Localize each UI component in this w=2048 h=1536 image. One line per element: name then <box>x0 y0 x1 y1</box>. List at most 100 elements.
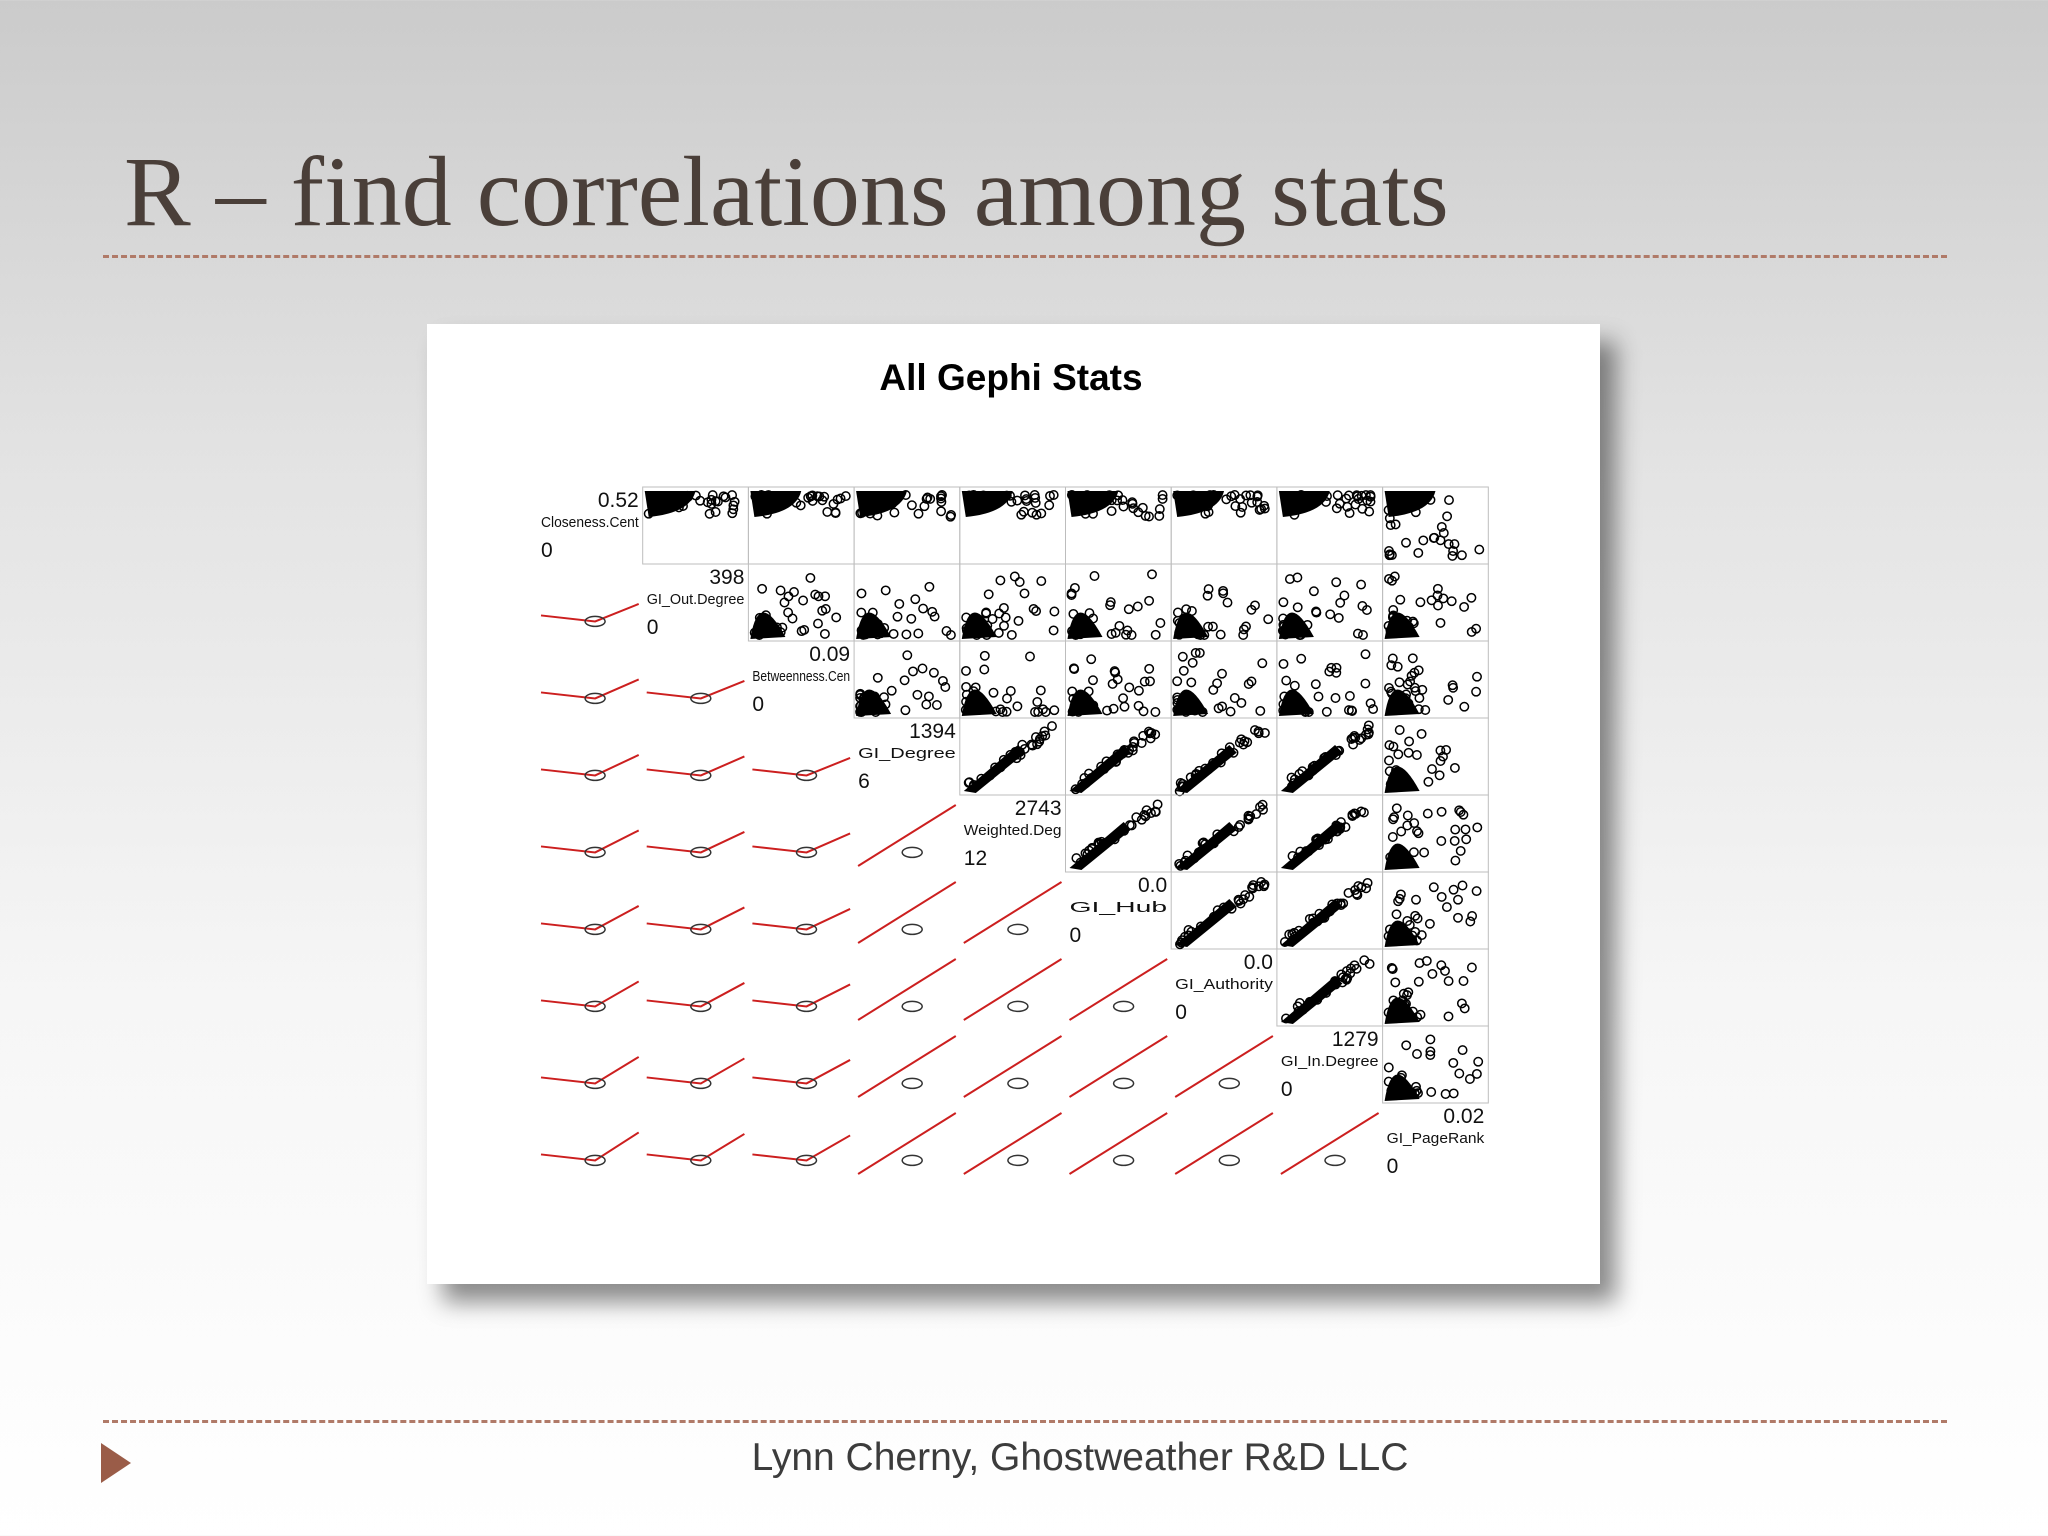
scatter-point <box>1187 657 1198 668</box>
scatter-point <box>1460 824 1471 835</box>
scatter-point <box>1021 494 1032 505</box>
scatter-point <box>1358 630 1368 640</box>
point-cluster <box>856 612 892 639</box>
scatter-point <box>1459 601 1470 612</box>
panel-7-7: 0.0 GI_Authority 0 <box>1175 951 1273 1024</box>
scatter-point <box>1088 675 1098 686</box>
point-cluster <box>1280 898 1343 947</box>
point-cluster <box>584 923 606 936</box>
scatter-point <box>902 650 913 661</box>
scatter-point <box>923 691 934 702</box>
scatter-point <box>931 700 942 710</box>
scatter-point <box>1471 886 1482 897</box>
scatter-point <box>1229 693 1240 703</box>
scatter-point <box>1351 963 1362 974</box>
scatter-point <box>929 611 940 622</box>
scatter-point <box>1384 755 1394 766</box>
fit-line <box>540 1131 640 1162</box>
scatter-point <box>1448 884 1459 895</box>
variable-max-label: 1394 <box>909 720 956 743</box>
scatter-point <box>1258 804 1268 815</box>
scatter-point <box>1417 684 1428 695</box>
scatter-point <box>1049 705 1060 716</box>
scatter-point <box>1456 550 1467 561</box>
scatter-point <box>1436 960 1447 971</box>
point-cluster <box>1384 920 1420 947</box>
footer-divider <box>103 1420 1947 1423</box>
scatter-point <box>888 628 899 639</box>
scatter-point <box>1474 544 1485 555</box>
scatter-point <box>1033 706 1044 717</box>
scatter-point <box>1194 647 1205 658</box>
scatter-point <box>961 665 971 676</box>
scatter-point <box>1362 877 1373 888</box>
scatter-point <box>1432 583 1443 594</box>
scatter-point <box>1358 807 1369 818</box>
scatter-point <box>1386 962 1397 973</box>
scatter-point <box>1413 547 1424 558</box>
panel-5-1 <box>540 829 640 859</box>
scatter-point <box>1131 812 1142 823</box>
variable-name-label: Betweenness.Cen <box>752 668 850 685</box>
panel-2-2: 398 GI_Out.Degree 0 <box>647 566 745 639</box>
scatter-point <box>1419 847 1430 858</box>
scatter-point <box>1038 704 1048 715</box>
scatter-point <box>757 583 768 594</box>
scatter-point <box>1361 605 1372 615</box>
scatter-point <box>1331 662 1342 673</box>
scatter-point <box>1411 750 1422 760</box>
point-cluster <box>961 689 997 716</box>
variable-min-label: 6 <box>858 770 870 793</box>
scatter-point <box>1409 667 1420 678</box>
fit-line <box>646 680 745 700</box>
point-cluster <box>690 769 712 782</box>
scatter-point <box>1040 707 1051 717</box>
point-cluster <box>1324 1154 1346 1167</box>
variable-max-label: 0.0 <box>1244 951 1273 974</box>
scatter-point <box>810 589 821 600</box>
scatter-point <box>1434 770 1445 781</box>
panel-9-9: 0.02 GI_PageRank 0 <box>1387 1105 1485 1178</box>
point-cluster <box>584 692 606 705</box>
scatter-point <box>779 597 790 608</box>
scatter-point <box>908 666 918 677</box>
scatter-point <box>1360 649 1371 660</box>
scatter-point <box>1471 623 1482 634</box>
point-cluster <box>1384 997 1420 1024</box>
scatter-point <box>1426 1087 1437 1097</box>
panel-3-6 <box>1065 640 1172 719</box>
scatter-point <box>1236 697 1247 708</box>
scatter-point <box>812 491 823 502</box>
fit-line <box>857 804 957 867</box>
panel-7-6 <box>1068 958 1168 1021</box>
scatter-point <box>789 587 799 597</box>
scatter-point <box>1428 882 1439 893</box>
scatter-point <box>1450 824 1461 835</box>
scatter-point <box>1387 575 1397 586</box>
scatter-point <box>1118 501 1129 512</box>
scatter-point <box>1119 701 1130 712</box>
scatter-point <box>1027 740 1038 751</box>
scatter-point <box>1443 1011 1454 1022</box>
scatter-point <box>1364 506 1375 517</box>
panel-7-1 <box>540 980 640 1013</box>
scatter-point <box>1019 588 1030 599</box>
chart-figure: All Gephi Stats 0.52 Closeness.Cent 0 398 GI… <box>427 324 1600 1284</box>
point-cluster <box>1280 744 1343 793</box>
variable-min-label: 0 <box>1070 924 1082 947</box>
scatter-point <box>1413 828 1424 839</box>
scatter-point <box>1241 490 1252 501</box>
scatter-point <box>856 607 867 618</box>
scatter-point <box>799 624 810 635</box>
scatter-point <box>1336 817 1346 828</box>
panel-9-8 <box>1280 1112 1380 1175</box>
scatter-point <box>1428 533 1439 543</box>
point-cluster <box>856 689 892 716</box>
scatter-point <box>1344 691 1355 701</box>
scatter-point <box>1453 912 1463 923</box>
point-cluster <box>1278 689 1314 716</box>
point-cluster <box>584 769 606 782</box>
point-cluster <box>1173 612 1209 639</box>
fit-line <box>1068 1112 1168 1175</box>
fit-line <box>646 755 745 777</box>
